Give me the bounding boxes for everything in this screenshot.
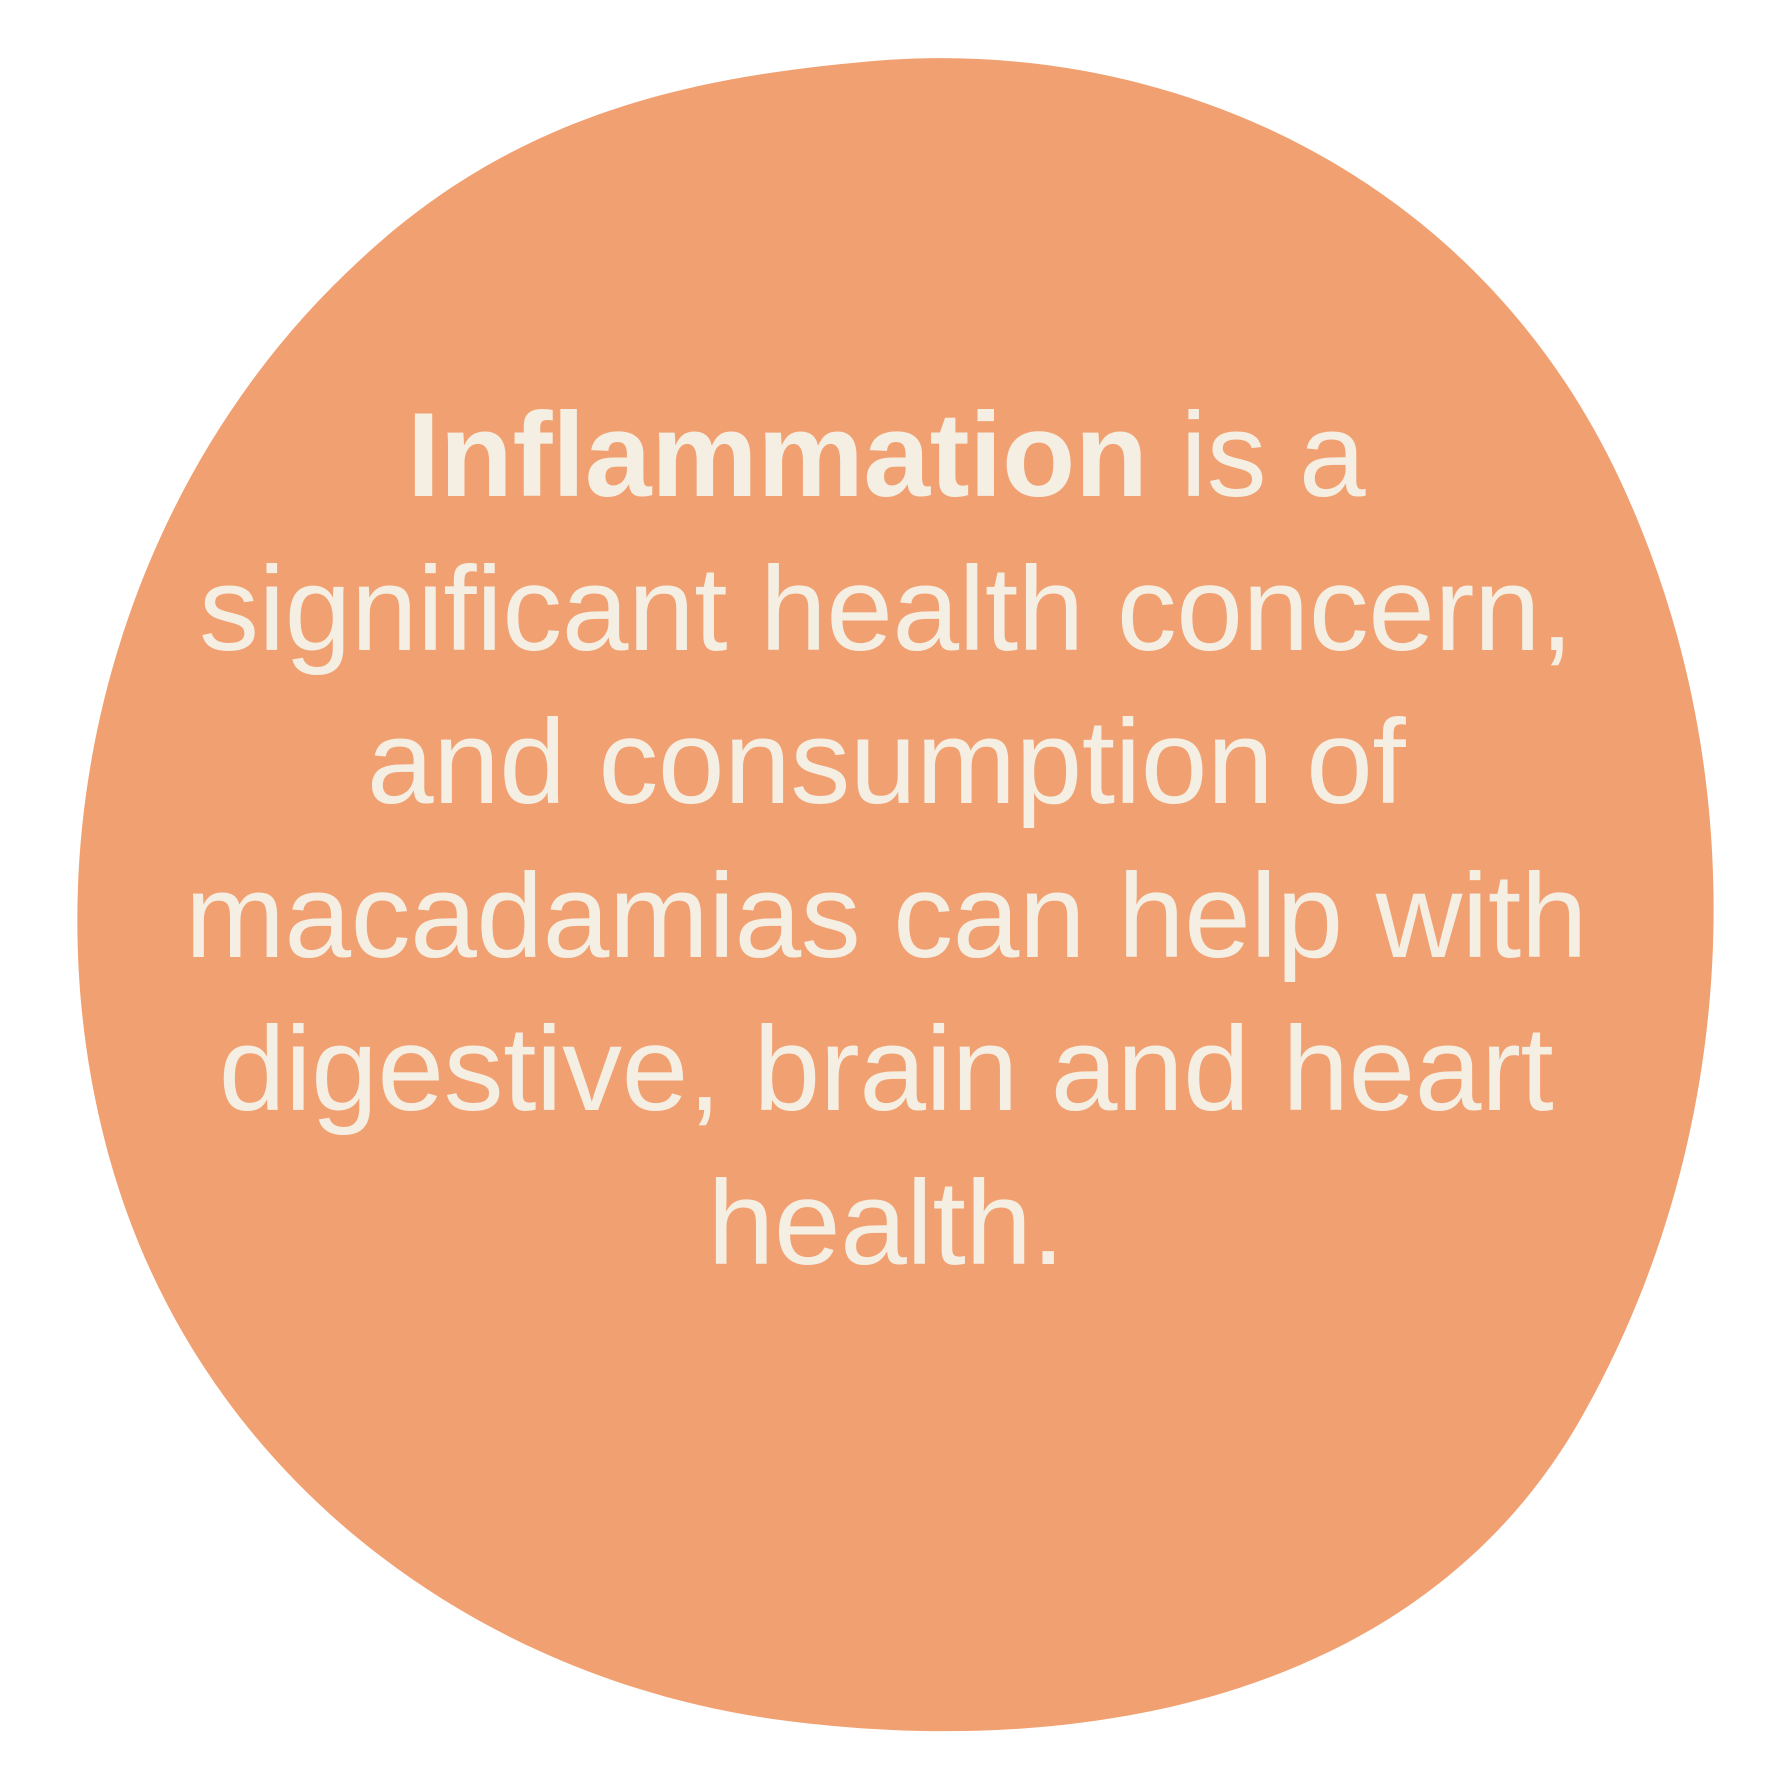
body-text: Inflammation is a significant health con… <box>156 379 1616 1301</box>
rest-text: is a significant health concern, and con… <box>185 388 1587 1290</box>
infographic-card: Inflammation is a significant health con… <box>0 0 1772 1772</box>
text-block: Inflammation is a significant health con… <box>156 379 1616 1301</box>
bold-word: Inflammation <box>407 388 1148 522</box>
